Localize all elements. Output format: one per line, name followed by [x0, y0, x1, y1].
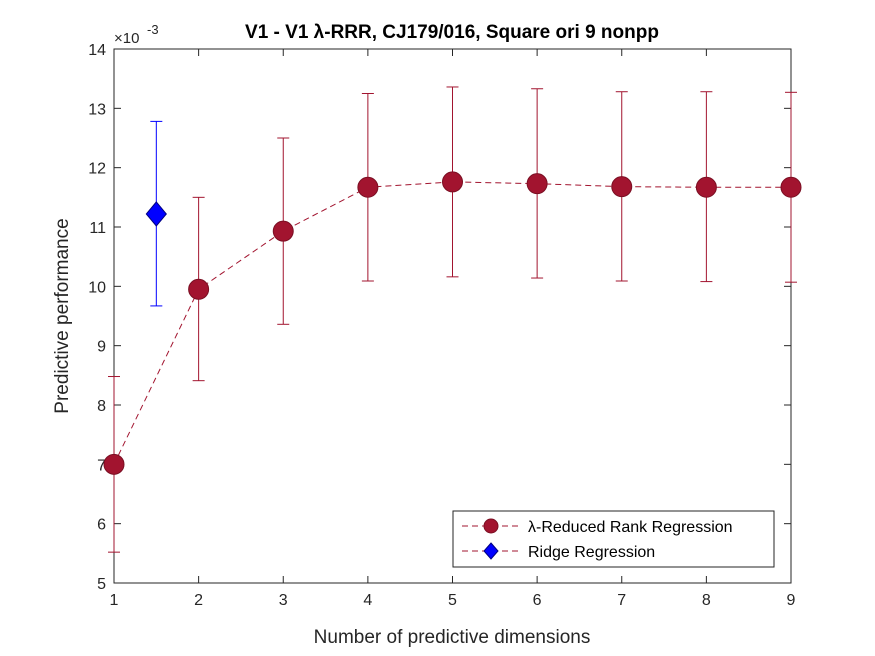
- y-tick-label: 12: [88, 161, 106, 178]
- y-tick-label: 10: [88, 279, 106, 296]
- x-tick-label: 3: [279, 592, 288, 609]
- data-point: [188, 278, 210, 300]
- series-layer: [103, 86, 802, 553]
- legend-entry-ridge: Ridge Regression: [462, 542, 655, 561]
- legend-marker-circle: [483, 518, 499, 534]
- series-0: [103, 86, 802, 553]
- legend-label-ridge: Ridge Regression: [528, 544, 655, 561]
- y-tick-label: 14: [88, 42, 106, 59]
- y-exponent-label: ×10 -3: [114, 22, 159, 47]
- legend-entry-rrr: λ-Reduced Rank Regression: [462, 518, 733, 536]
- data-point: [611, 176, 633, 198]
- y-tick-label: 7: [97, 457, 106, 474]
- y-axis-label: Predictive performance: [52, 218, 73, 413]
- data-point: [442, 171, 463, 193]
- y-tick-label: 13: [88, 101, 106, 118]
- data-point: [103, 453, 125, 475]
- data-point: [357, 176, 379, 198]
- y-tick-label: 5: [97, 576, 106, 593]
- data-point: [695, 176, 717, 198]
- data-point: [272, 220, 294, 242]
- legend-box: [452, 510, 775, 568]
- series-line: [113, 181, 791, 465]
- legend-label-rrr: λ-Reduced Rank Regression: [528, 519, 733, 536]
- x-tick-label: 4: [363, 592, 372, 609]
- data-point: [526, 173, 548, 195]
- x-tick-label: 8: [702, 592, 711, 609]
- y-tick-label: 9: [97, 339, 106, 356]
- series-1: [145, 120, 167, 307]
- y-exponent-text: -3: [147, 22, 159, 37]
- x-tick-label: 2: [194, 592, 203, 609]
- chart-title: V1 - V1 λ-RRR, CJ179/016, Square ori 9 n…: [245, 22, 659, 43]
- data-point: [145, 201, 167, 227]
- y-tick-label: 8: [97, 398, 106, 415]
- y-tick-label: 6: [97, 517, 106, 534]
- data-point: [780, 176, 802, 198]
- y-multiplier-text: ×10: [114, 30, 139, 47]
- x-tick-label: 6: [533, 592, 542, 609]
- x-tick-label: 7: [617, 592, 626, 609]
- legend-marker-diamond: [483, 542, 499, 560]
- legend: λ-Reduced Rank Regression Ridge Regressi…: [452, 510, 775, 568]
- x-tick-label: 9: [787, 592, 796, 609]
- y-tick-label: 11: [89, 220, 106, 237]
- x-tick-label: 5: [448, 592, 457, 609]
- x-axis-label: Number of predictive dimensions: [314, 627, 591, 648]
- x-tick-label: 1: [110, 592, 119, 609]
